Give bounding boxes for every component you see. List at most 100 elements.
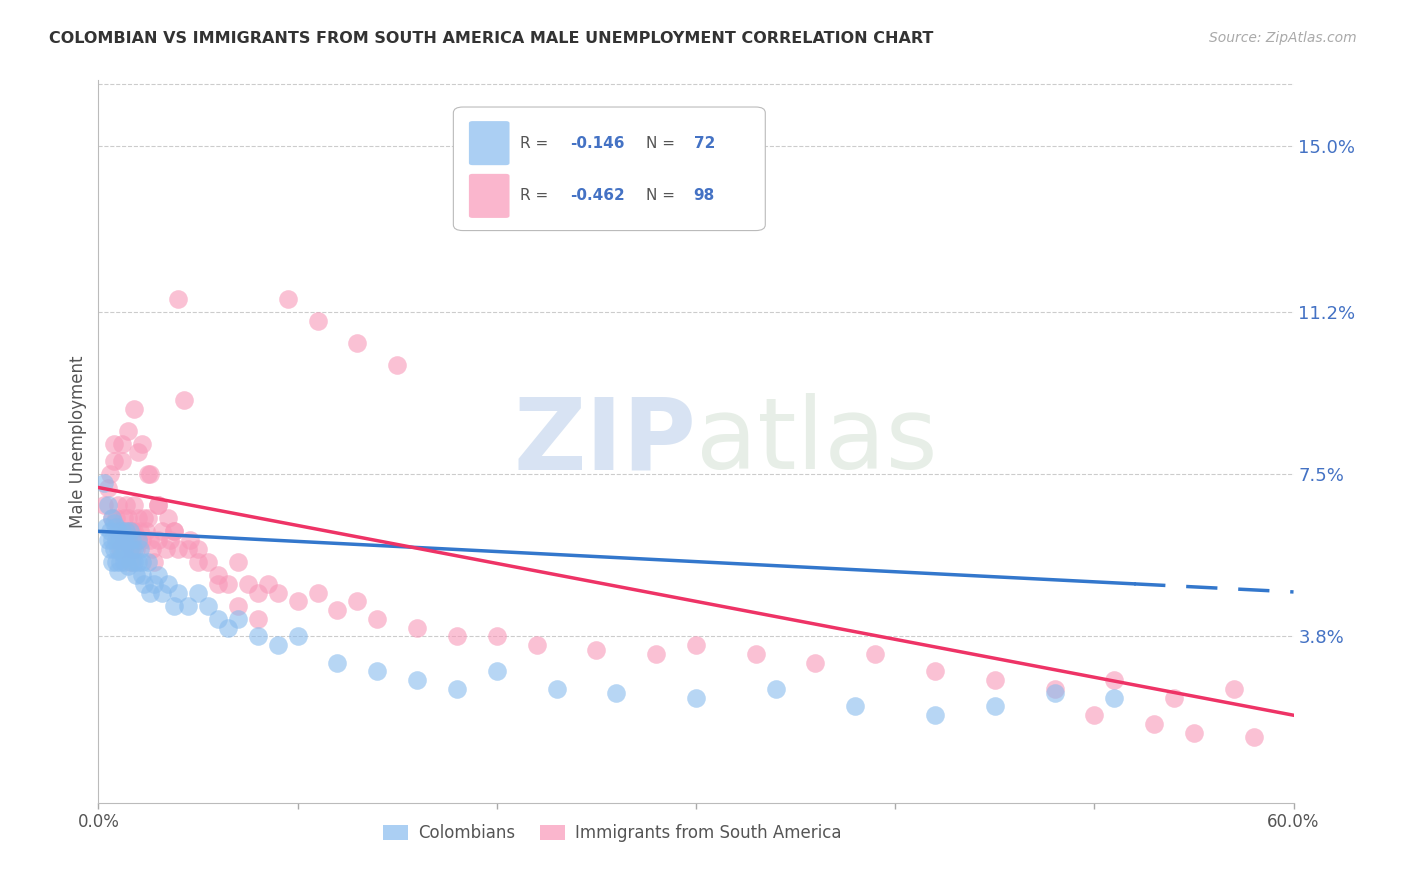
Point [605, 686, 627, 700]
Point [139, 533, 162, 547]
Point [187, 585, 209, 599]
Point [143, 555, 166, 569]
Point [127, 533, 149, 547]
Point [121, 533, 143, 547]
Point [127, 445, 149, 459]
Point [745, 647, 768, 661]
Point [485, 665, 508, 679]
Legend: Colombians, Immigrants from South America: Colombians, Immigrants from South Americ… [377, 817, 848, 848]
Point [129, 541, 152, 556]
Point [287, 629, 309, 643]
Point [124, 524, 146, 539]
Point [115, 550, 138, 565]
Point [98, 541, 122, 556]
Point [141, 541, 163, 556]
Point [326, 656, 349, 670]
Point [127, 511, 149, 525]
Point [1182, 725, 1205, 739]
Point [163, 599, 186, 613]
Point [163, 524, 186, 539]
Point [163, 524, 186, 539]
Point [121, 541, 143, 556]
Point [107, 533, 129, 547]
Point [207, 568, 229, 582]
Point [685, 638, 707, 652]
Point [120, 555, 142, 569]
Point [97, 498, 120, 512]
Point [131, 568, 153, 582]
Point [217, 621, 239, 635]
Text: N =: N = [645, 188, 679, 203]
Point [115, 498, 138, 512]
Point [307, 585, 329, 599]
Point [226, 599, 249, 613]
Point [177, 541, 200, 556]
Point [103, 454, 125, 468]
Point [101, 555, 124, 569]
Point [120, 541, 142, 556]
Point [1104, 690, 1126, 705]
Point [148, 498, 170, 512]
Point [150, 524, 173, 539]
Point [236, 577, 259, 591]
Point [804, 656, 827, 670]
Point [136, 555, 159, 569]
Point [197, 599, 219, 613]
Point [134, 511, 156, 525]
Point [307, 314, 329, 328]
Point [1104, 673, 1126, 688]
Point [129, 524, 152, 539]
Point [246, 585, 269, 599]
Point [159, 533, 181, 547]
Point [107, 498, 129, 512]
Point [385, 358, 409, 372]
Point [256, 577, 278, 591]
Point [226, 612, 249, 626]
Point [446, 629, 468, 643]
Point [844, 699, 866, 714]
Point [101, 511, 124, 525]
Point [148, 568, 170, 582]
Point [406, 621, 429, 635]
Point [112, 555, 135, 569]
Point [111, 436, 134, 450]
Point [105, 555, 128, 569]
Text: ZIP: ZIP [513, 393, 696, 490]
Point [167, 292, 190, 306]
Point [107, 524, 129, 539]
Point [98, 467, 122, 482]
Point [148, 498, 170, 512]
Point [346, 336, 368, 351]
Point [267, 638, 290, 652]
Point [134, 577, 156, 591]
Point [526, 638, 548, 652]
Point [346, 594, 368, 608]
Point [125, 568, 148, 582]
Point [105, 520, 128, 534]
Point [246, 629, 269, 643]
Point [685, 690, 707, 705]
Point [97, 481, 120, 495]
Point [111, 546, 134, 560]
Point [924, 708, 946, 723]
Point [93, 476, 115, 491]
Point [1043, 681, 1066, 696]
Point [103, 541, 125, 556]
Point [157, 577, 180, 591]
Point [984, 673, 1007, 688]
Text: -0.462: -0.462 [571, 188, 626, 203]
Point [112, 511, 135, 525]
Point [124, 401, 146, 416]
Point [136, 467, 159, 482]
Text: R =: R = [520, 136, 554, 151]
Point [207, 577, 229, 591]
Point [585, 642, 607, 657]
Point [117, 533, 139, 547]
Point [112, 533, 135, 547]
Point [101, 533, 124, 547]
Point [103, 436, 125, 450]
Point [111, 524, 134, 539]
Point [110, 541, 132, 556]
Point [105, 511, 128, 525]
Point [277, 292, 299, 306]
